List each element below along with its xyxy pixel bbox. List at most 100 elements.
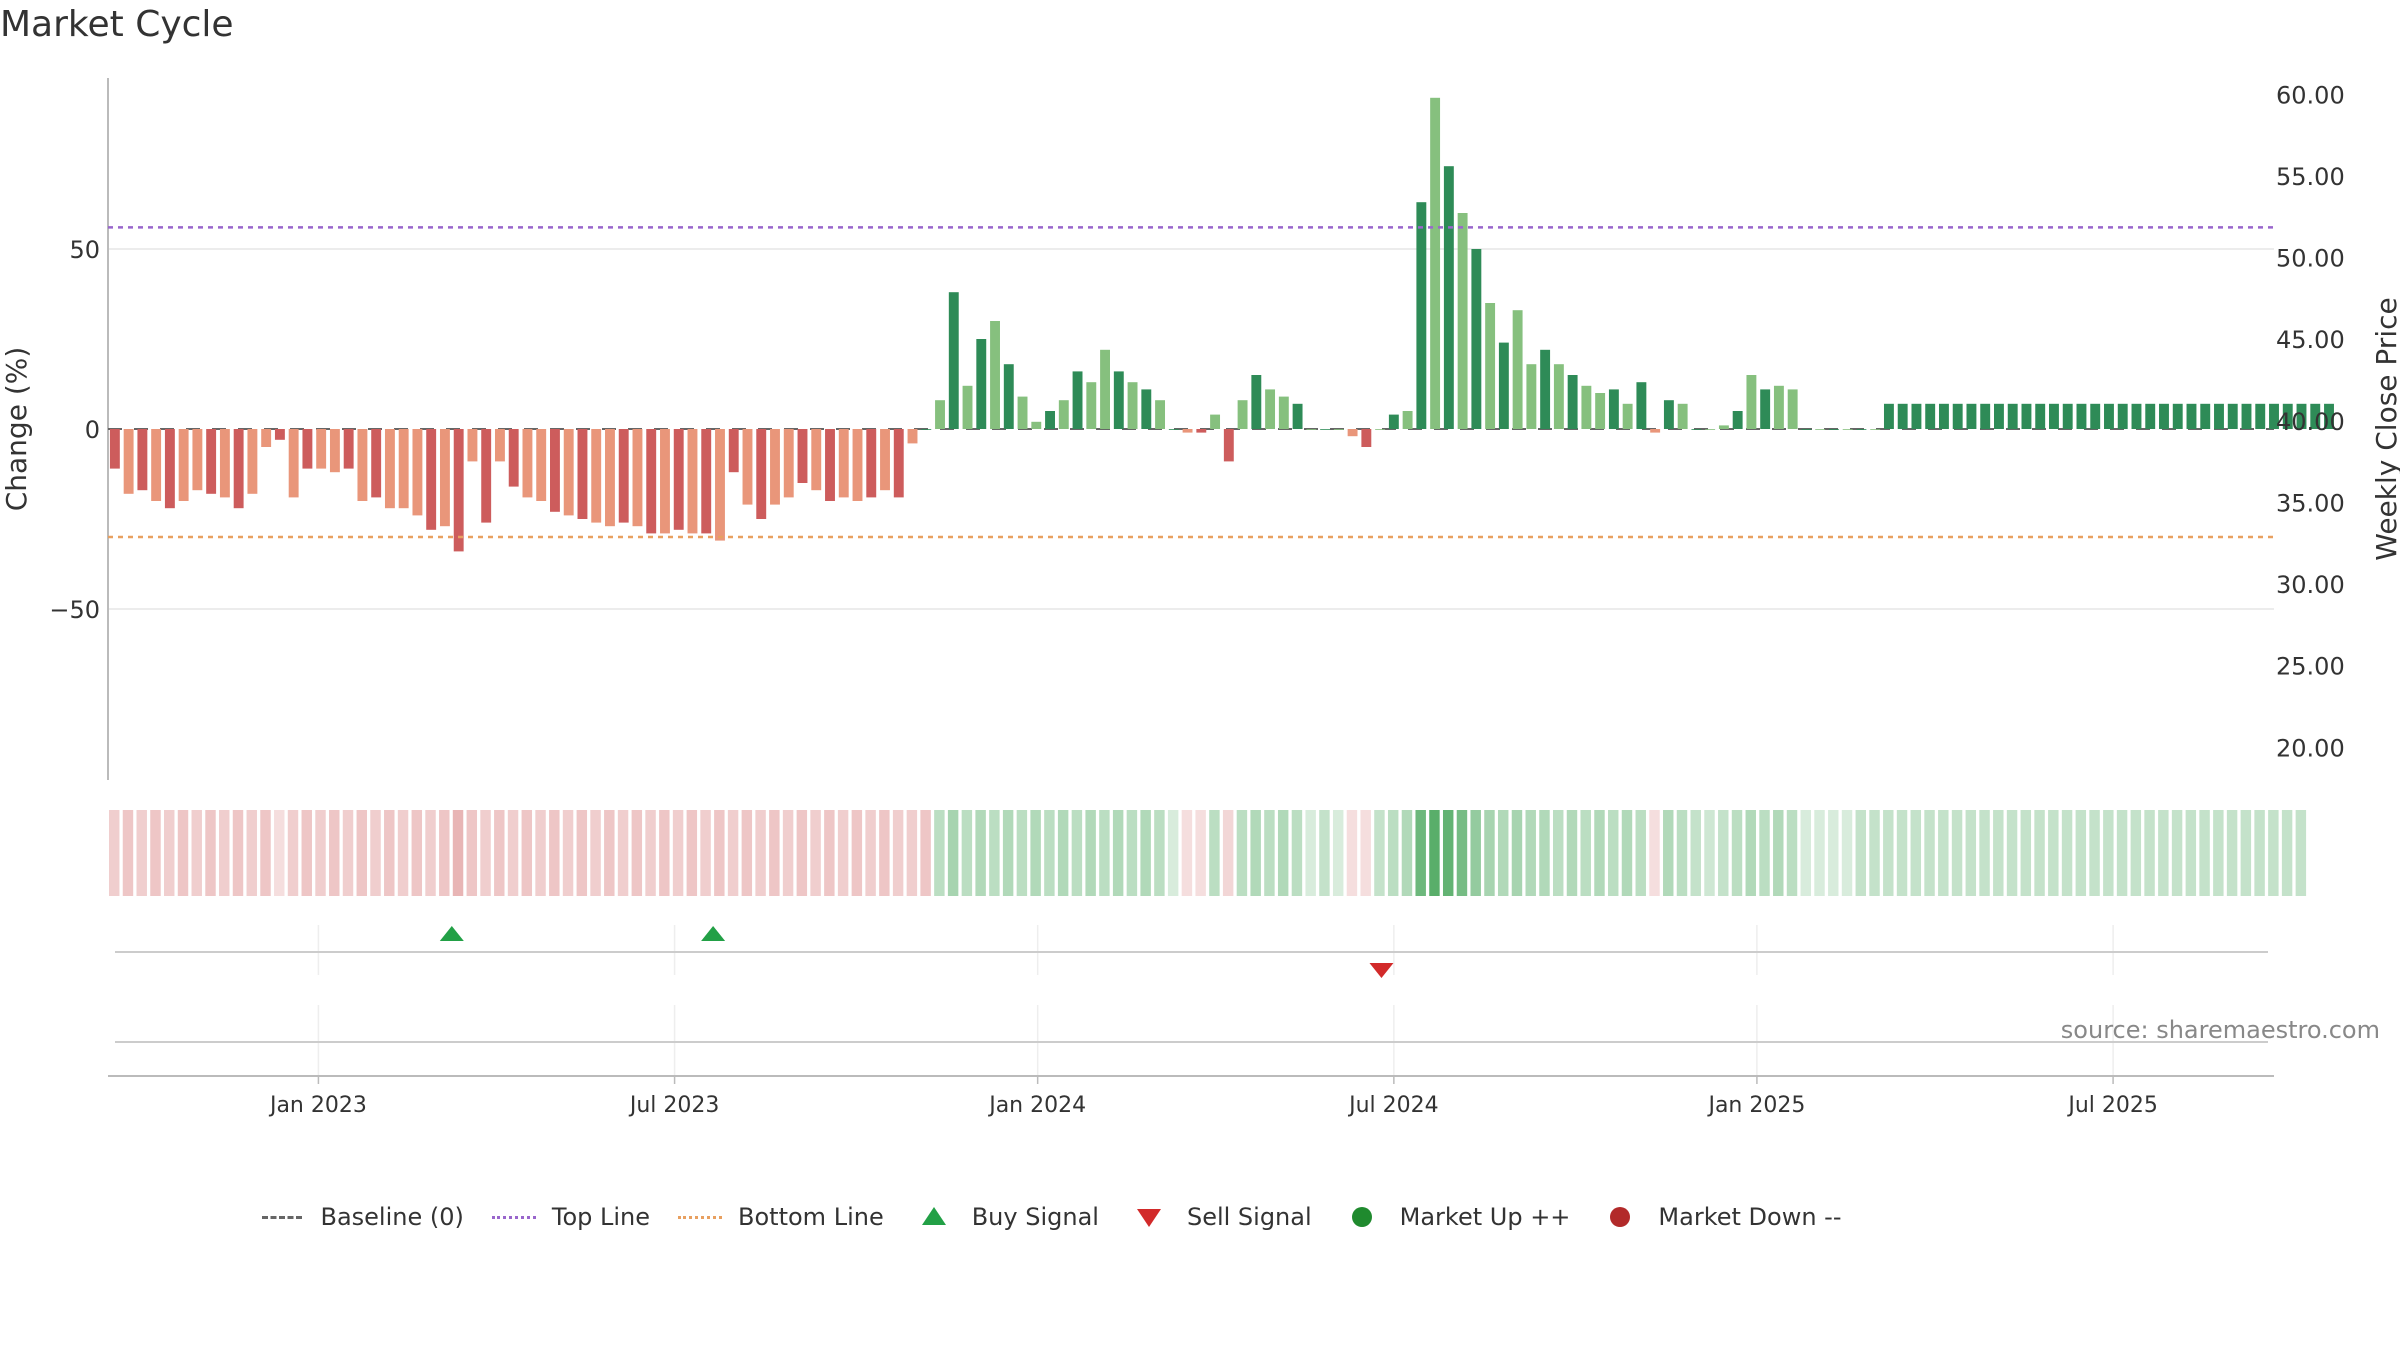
change-bar bbox=[151, 429, 162, 501]
change-bar bbox=[233, 429, 244, 509]
regime-cell bbox=[1374, 810, 1385, 896]
regime-cell bbox=[1759, 810, 1770, 896]
change-bar bbox=[522, 429, 533, 498]
change-bar bbox=[302, 429, 313, 469]
regime-cell bbox=[1429, 810, 1440, 896]
regime-cell bbox=[975, 810, 986, 896]
regime-cell bbox=[1896, 810, 1908, 896]
change-bar bbox=[1622, 403, 1633, 429]
green-dot-icon bbox=[1338, 1207, 1386, 1227]
change-bar bbox=[948, 292, 959, 429]
regime-cell bbox=[2254, 810, 2265, 896]
regime-cell bbox=[439, 810, 450, 896]
regime-cell bbox=[1525, 810, 1536, 896]
change-bar bbox=[1925, 403, 1936, 429]
change-bar bbox=[1443, 166, 1454, 429]
change-bar bbox=[866, 429, 877, 498]
regime-cell bbox=[1442, 810, 1454, 896]
regime-cell bbox=[2089, 810, 2100, 896]
regime-cell bbox=[2116, 810, 2128, 896]
regime-cell bbox=[700, 810, 711, 896]
change-bar bbox=[2227, 403, 2238, 429]
regime-cell bbox=[714, 810, 725, 896]
change-bar bbox=[343, 429, 354, 469]
change-bar bbox=[1388, 414, 1399, 429]
regime-cell bbox=[2075, 810, 2087, 896]
regime-cell bbox=[1209, 810, 1220, 896]
regime-cell bbox=[2130, 810, 2142, 896]
y2-tick-label: 40.00 bbox=[2276, 408, 2345, 436]
change-bar bbox=[1608, 389, 1619, 429]
change-bar bbox=[1994, 403, 2004, 429]
regime-cell bbox=[727, 810, 739, 896]
y2-tick-label: 20.00 bbox=[2276, 734, 2345, 762]
legend-market-down: Market Down -- bbox=[1596, 1203, 1842, 1231]
regime-cell bbox=[1814, 810, 1825, 896]
regime-cell bbox=[1745, 810, 1756, 896]
change-bar bbox=[2104, 403, 2114, 429]
change-bar bbox=[1746, 375, 1757, 429]
change-bar bbox=[426, 429, 437, 530]
change-bar bbox=[1526, 364, 1537, 429]
regime-cell bbox=[397, 810, 409, 896]
change-bar bbox=[2310, 403, 2321, 429]
change-bar bbox=[467, 429, 478, 462]
legend-buy-signal-label: Buy Signal bbox=[971, 1203, 1099, 1231]
regime-cell bbox=[1154, 810, 1165, 896]
regime-cell bbox=[1484, 810, 1495, 896]
change-bar bbox=[1760, 389, 1771, 429]
change-bar bbox=[660, 429, 670, 534]
change-bar bbox=[536, 429, 547, 501]
change-bar bbox=[1182, 429, 1193, 433]
y-tick-label: 0 bbox=[85, 416, 100, 444]
regime-cell bbox=[1016, 810, 1028, 896]
change-bar bbox=[2296, 403, 2307, 429]
y2-tick-label: 35.00 bbox=[2276, 489, 2345, 517]
y2-tick-label: 45.00 bbox=[2276, 326, 2345, 354]
change-bar bbox=[2172, 403, 2183, 429]
regime-cell bbox=[2295, 810, 2307, 896]
change-bar bbox=[838, 429, 849, 498]
change-bar bbox=[2186, 403, 2197, 429]
regime-cell bbox=[1594, 810, 1605, 896]
change-bar bbox=[2159, 403, 2169, 429]
change-bar bbox=[1980, 403, 1991, 429]
change-bar bbox=[178, 429, 189, 501]
change-bar bbox=[1498, 342, 1509, 429]
change-bar bbox=[2324, 403, 2334, 429]
regime-cell bbox=[246, 810, 257, 896]
x-tick-label: Jan 2025 bbox=[1706, 1093, 1805, 1118]
regime-cell bbox=[1085, 810, 1096, 896]
change-bar bbox=[825, 429, 835, 501]
change-bar bbox=[1650, 429, 1661, 433]
regime-cell bbox=[576, 810, 588, 896]
regime-cell bbox=[1800, 810, 1811, 896]
regime-cell bbox=[2226, 810, 2238, 896]
regime-cell bbox=[191, 810, 202, 896]
regime-cell bbox=[1277, 810, 1289, 896]
change-bar bbox=[1677, 403, 1688, 429]
regime-cell bbox=[1841, 810, 1853, 896]
change-bar bbox=[494, 429, 505, 462]
regime-cell bbox=[2006, 810, 2018, 896]
regime-cell bbox=[1786, 810, 1798, 896]
change-bar bbox=[2090, 403, 2101, 429]
y2-tick-label: 30.00 bbox=[2276, 571, 2345, 599]
regime-cell bbox=[2185, 810, 2197, 896]
buy-signal-marker bbox=[701, 926, 726, 941]
change-bar bbox=[1003, 364, 1014, 429]
change-bar bbox=[618, 429, 629, 523]
change-bar bbox=[1718, 425, 1729, 429]
regime-cell bbox=[507, 810, 519, 896]
change-bar bbox=[1141, 389, 1152, 429]
regime-cell bbox=[480, 810, 491, 896]
change-bar bbox=[646, 429, 657, 534]
legend-market-up: Market Up ++ bbox=[1338, 1203, 1570, 1231]
regime-cell bbox=[1332, 810, 1344, 896]
regime-cell bbox=[2199, 810, 2210, 896]
change-bar bbox=[1663, 400, 1674, 429]
regime-cell bbox=[2213, 810, 2224, 896]
change-bar bbox=[1223, 429, 1234, 462]
regime-cell bbox=[1828, 810, 1839, 896]
regime-cell bbox=[411, 810, 423, 896]
